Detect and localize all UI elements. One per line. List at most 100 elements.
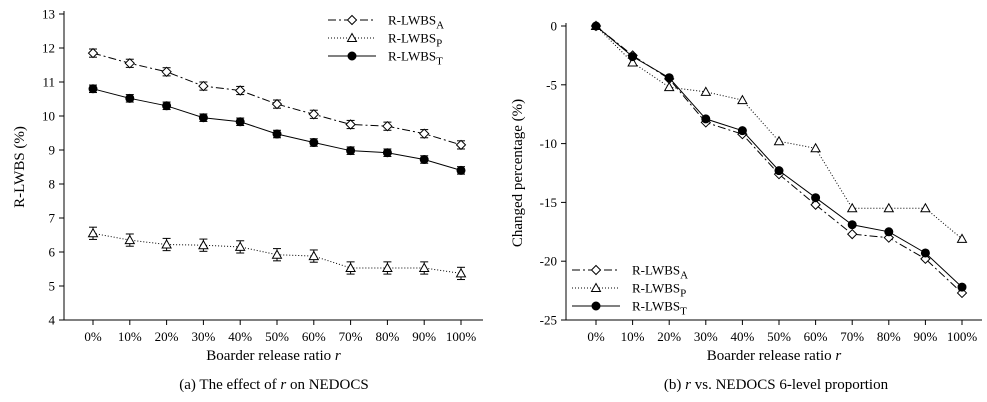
data-point-P <box>161 239 172 249</box>
data-point-P <box>198 239 209 250</box>
x-tick-label: 100% <box>446 329 477 344</box>
data-point-P <box>773 135 785 146</box>
legend-label-T: R-LWBST <box>388 49 443 68</box>
data-point-P <box>271 249 283 259</box>
legend-marker-A <box>590 264 602 276</box>
data-point-T <box>162 101 172 111</box>
data-point-P <box>627 56 638 67</box>
legend-marker-P <box>590 282 602 292</box>
data-point-P <box>455 267 467 278</box>
series-line-P <box>595 25 963 240</box>
data-point-P <box>956 233 968 243</box>
legend-label-P: R-LWBSP <box>632 281 686 300</box>
data-point-A <box>455 139 467 151</box>
series-A <box>87 47 467 151</box>
x-tick-label: 30% <box>694 329 718 344</box>
legend-marker-A <box>346 14 358 26</box>
data-point-P <box>737 94 748 105</box>
x-axis-label: Boarder release ratio r <box>206 348 341 364</box>
x-tick-label: 70% <box>840 329 864 344</box>
y-tick-label: 0 <box>551 19 558 34</box>
x-tick-label: 20% <box>155 329 179 344</box>
data-point-T <box>198 113 208 123</box>
data-point-A <box>161 66 172 78</box>
data-point-T <box>957 282 967 292</box>
y-tick-label: 13 <box>42 7 55 22</box>
legend-label-A: R-LWBSA <box>388 13 444 32</box>
y-tick-label: -10 <box>540 136 557 151</box>
y-tick-label: 12 <box>42 41 55 56</box>
data-point-P <box>345 262 356 272</box>
y-tick-label: -25 <box>540 313 557 328</box>
x-tick-label: 30% <box>191 329 215 344</box>
x-tick-label: 80% <box>877 329 901 344</box>
y-tick-label: -5 <box>546 77 557 92</box>
data-point-T <box>737 126 747 136</box>
legend-marker-P <box>346 32 358 42</box>
data-point-A <box>382 120 393 132</box>
x-tick-label: 10% <box>118 329 142 344</box>
figure-caption: (b) r vs. NEDOCS 6-level proportion <box>664 377 889 393</box>
figure-caption: (a) The effect of r on NEDOCS <box>179 377 368 393</box>
series-T <box>591 21 967 292</box>
data-point-P <box>87 227 99 238</box>
data-point-T <box>309 138 319 148</box>
legend-marker-T <box>347 51 357 61</box>
data-point-A <box>920 253 931 265</box>
x-axis-label: Boarder release ratio r <box>707 348 842 364</box>
y-tick-label: 10 <box>42 109 55 124</box>
data-point-T <box>774 166 784 176</box>
data-point-T <box>591 21 601 31</box>
legend-label-A: R-LWBSA <box>632 263 688 282</box>
data-point-A <box>198 80 209 92</box>
data-point-T <box>235 117 245 127</box>
series-T <box>88 84 466 175</box>
data-point-P <box>846 202 858 213</box>
y-tick-label: 7 <box>49 211 56 226</box>
data-point-A <box>418 128 430 139</box>
data-point-A <box>345 119 356 130</box>
data-point-T <box>272 129 282 139</box>
legend-label-T: R-LWBST <box>632 299 687 318</box>
data-point-T <box>701 114 711 124</box>
x-tick-label: 40% <box>228 329 252 344</box>
y-tick-label: -20 <box>540 254 557 269</box>
data-point-T <box>419 155 429 165</box>
data-point-T <box>884 227 894 237</box>
x-tick-label: 60% <box>302 329 326 344</box>
data-point-P <box>883 202 895 213</box>
data-point-P <box>810 142 821 153</box>
x-tick-label: 0% <box>587 329 605 344</box>
data-point-T <box>811 193 821 203</box>
x-tick-label: 50% <box>767 329 791 344</box>
data-point-A <box>308 109 320 120</box>
data-point-P <box>308 250 320 261</box>
y-tick-label: -15 <box>540 195 557 210</box>
y-tick-label: 8 <box>49 177 56 192</box>
x-tick-label: 90% <box>412 329 436 344</box>
data-point-P <box>382 262 393 272</box>
data-point-A <box>124 58 136 69</box>
data-point-T <box>664 73 674 83</box>
chart-panel-b: 0 -5 -10 -15 -20 -25 0% 10% 20% 30% 40% 50% 60% 70% 80… <box>510 19 982 393</box>
x-tick-label: 10% <box>621 329 645 344</box>
data-point-A <box>234 85 246 96</box>
x-tick-label: 20% <box>657 329 681 344</box>
x-tick-label: 90% <box>913 329 937 344</box>
data-point-T <box>847 220 857 230</box>
x-tick-label: 100% <box>947 329 978 344</box>
data-point-T <box>88 84 98 94</box>
x-tick-label: 80% <box>375 329 399 344</box>
series-A <box>590 20 968 299</box>
data-point-P <box>663 81 675 92</box>
y-tick-label: 11 <box>42 75 55 90</box>
y-tick-label: 5 <box>49 279 56 294</box>
x-tick-label: 0% <box>84 329 102 344</box>
data-point-P <box>920 202 931 213</box>
data-point-A <box>846 228 858 240</box>
y-axis-label: R-LWBS (%) <box>12 126 28 208</box>
data-point-A <box>810 199 821 210</box>
